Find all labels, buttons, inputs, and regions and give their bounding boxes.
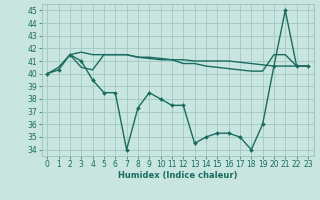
X-axis label: Humidex (Indice chaleur): Humidex (Indice chaleur) bbox=[118, 171, 237, 180]
